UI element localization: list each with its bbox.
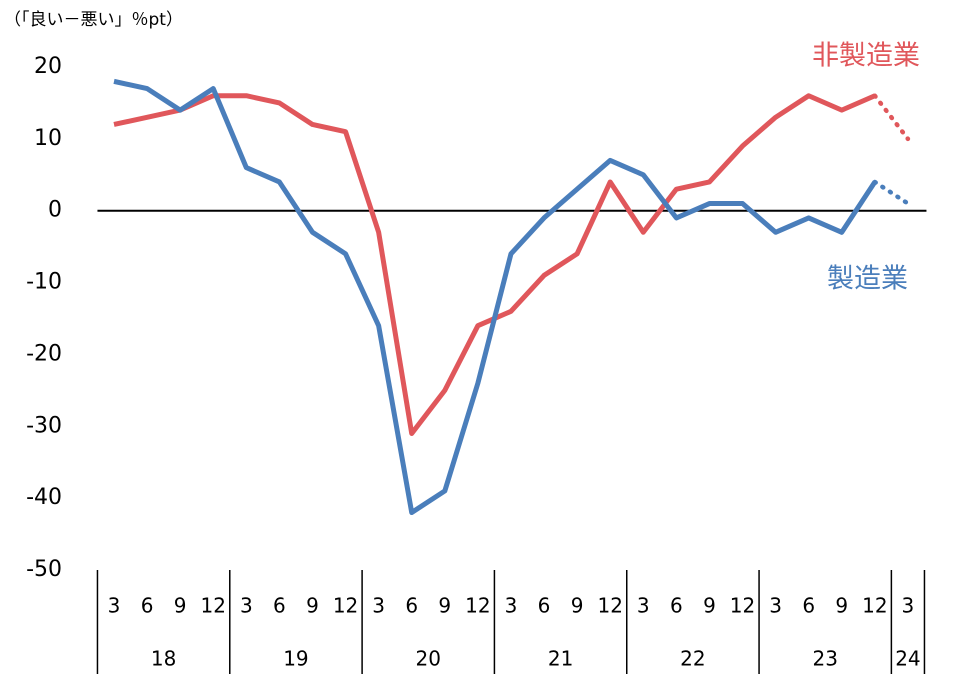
y-tick-label: -10 xyxy=(26,270,62,295)
x-tick-label: 9 xyxy=(306,594,319,618)
y-tick-label: -30 xyxy=(26,413,62,438)
y-tick-label: 0 xyxy=(48,198,62,223)
y-tick-label: -40 xyxy=(26,485,62,510)
x-tick-label: 6 xyxy=(141,594,154,618)
x-tick-label: 9 xyxy=(438,594,451,618)
y-tick-label: 10 xyxy=(34,126,62,151)
forecast-line xyxy=(872,93,911,142)
x-tick-label: 9 xyxy=(571,594,584,618)
x-tick-label: 9 xyxy=(835,594,848,618)
y-tick-label: -20 xyxy=(26,341,62,366)
x-tick-label: 9 xyxy=(174,594,187,618)
x-group-label: 21 xyxy=(548,647,573,671)
forecast-line xyxy=(872,179,911,206)
x-tick-label: 6 xyxy=(802,594,815,618)
series-line xyxy=(113,93,876,436)
x-tick-label: 12 xyxy=(333,594,358,618)
x-group-label: 24 xyxy=(895,647,920,671)
series-label: 製造業 xyxy=(827,264,908,295)
x-tick-label: 12 xyxy=(465,594,490,618)
x-tick-label: 12 xyxy=(201,594,226,618)
y-tick-label: 20 xyxy=(34,54,62,79)
x-tick-label: 6 xyxy=(670,594,683,618)
x-tick-label: 3 xyxy=(505,594,518,618)
x-tick-label: 3 xyxy=(637,594,650,618)
x-group-label: 20 xyxy=(416,647,441,671)
x-tick-label: 12 xyxy=(597,594,622,618)
x-tick-label: 3 xyxy=(902,594,915,618)
series-line xyxy=(113,78,877,516)
x-tick-label: 12 xyxy=(862,594,887,618)
x-tick-label: 3 xyxy=(240,594,253,618)
x-group-label: 19 xyxy=(283,647,308,671)
x-group-label: 23 xyxy=(812,647,837,671)
x-group-label: 22 xyxy=(680,647,705,671)
y-tick-label: -50 xyxy=(26,557,62,582)
series-label: 非製造業 xyxy=(812,41,920,72)
x-tick-label: 3 xyxy=(108,594,121,618)
x-tick-label: 6 xyxy=(538,594,551,618)
x-tick-label: 12 xyxy=(730,594,755,618)
unit-label: （「良い－悪い」％pt） xyxy=(4,10,183,30)
x-group-label: 18 xyxy=(151,647,176,671)
x-tick-label: 6 xyxy=(273,594,286,618)
x-tick-label: 9 xyxy=(703,594,716,618)
x-tick-label: 3 xyxy=(372,594,385,618)
x-tick-label: 3 xyxy=(769,594,782,618)
x-tick-label: 6 xyxy=(405,594,418,618)
